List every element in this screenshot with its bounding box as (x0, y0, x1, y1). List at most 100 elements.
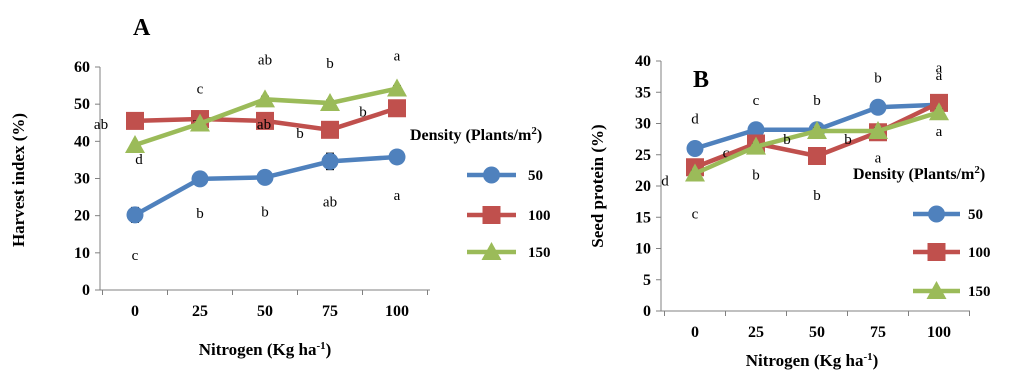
series-100: d c b a a (661, 93, 948, 204)
data-point (321, 120, 339, 139)
legend-swatch-marker (481, 242, 502, 260)
significance-letter: b (752, 168, 760, 184)
x-tick-label: 75 (322, 303, 338, 320)
y-axis-title: Harvest index (%) (9, 113, 28, 247)
legend-title: Density (Plants/m2) (853, 164, 985, 183)
x-tick-label: 25 (748, 324, 764, 341)
y-tick-label: 25 (635, 147, 651, 164)
data-point (808, 147, 826, 165)
x-tick-label: 100 (927, 324, 951, 341)
significance-letter: d (135, 152, 143, 168)
significance-letter: a (936, 124, 943, 140)
significance-letter: b (813, 188, 821, 204)
data-point (869, 98, 887, 116)
x-axis-title: Nitrogen (Kg ha-1) (746, 351, 879, 370)
data-point (125, 135, 145, 154)
data-point (747, 121, 765, 139)
legend-label: 100 (528, 208, 551, 224)
significance-letter: d (661, 173, 669, 189)
significance-letter: a (394, 49, 401, 65)
data-point (320, 93, 340, 112)
legend-label: 50 (968, 207, 983, 223)
x-tick-label: 50 (809, 324, 825, 341)
significance-letter: c (132, 248, 139, 264)
panel-letter: A (133, 15, 151, 41)
data-point (746, 136, 766, 155)
data-point (256, 168, 274, 186)
legend-label: 150 (968, 284, 991, 300)
data-point (388, 99, 406, 118)
y-tick-label: 35 (635, 84, 651, 101)
data-point (929, 102, 949, 121)
significance-letter: c (197, 81, 204, 97)
x-tick-label: 0 (691, 324, 699, 341)
x-tick-label: 0 (131, 303, 139, 320)
series-100: abababbb (94, 99, 406, 142)
significance-letter: c (723, 146, 730, 162)
data-point (685, 163, 705, 182)
series-150: d c ab b a (125, 49, 407, 168)
significance-letter: b (813, 93, 821, 109)
significance-letter: ab (258, 52, 272, 68)
y-tick-label: 20 (74, 208, 90, 225)
data-point (388, 148, 406, 166)
x-tick-label: 100 (385, 303, 409, 320)
data-point (126, 111, 144, 130)
y-tick-label: 30 (74, 171, 90, 188)
y-tick-label: 40 (74, 133, 90, 150)
significance-letter: b (196, 206, 204, 222)
data-point (191, 170, 209, 188)
y-tick-label: 50 (74, 96, 90, 113)
data-point (686, 140, 704, 157)
significance-letter: ab (323, 194, 337, 210)
y-axis-title: Seed protein (%) (588, 124, 607, 247)
significance-letter: ab (94, 117, 108, 133)
chart-panel-a: A 0 10 20 30 40 50 60 0 25 50 75 100 Nitrogen (Kg ha-… (9, 15, 551, 359)
significance-letter: a (875, 150, 882, 166)
legend: Density (Plants/m2) 50 100 150 (410, 125, 551, 261)
y-tick-label: 5 (643, 272, 651, 289)
significance-letter: a (394, 188, 401, 204)
y-tick-label: 20 (635, 178, 651, 195)
y-tick-label: 15 (635, 209, 651, 226)
significance-letter: c (692, 207, 699, 223)
legend-swatch-marker (928, 205, 945, 223)
legend-swatch-marker (482, 206, 501, 224)
legend: Density (Plants/m2) 50 100 150 (853, 164, 991, 300)
data-point (807, 121, 827, 139)
x-axis-title: Nitrogen (Kg ha-1) (199, 340, 332, 359)
panel-letter: B (693, 67, 709, 93)
chart-panel-b: B 0 5 10 15 20 25 30 35 40 0 25 50 75 100 Nitrogen (Kg … (588, 53, 991, 370)
data-point (256, 111, 274, 130)
significance-letter: b (359, 104, 367, 120)
legend-swatch-marker (483, 166, 500, 184)
legend-swatch-marker (926, 281, 947, 299)
significance-letter: a (936, 60, 943, 76)
significance-letter: b (783, 132, 791, 148)
significance-letter: c (753, 93, 760, 109)
significance-letter: b (874, 70, 882, 86)
x-tick-label: 25 (192, 303, 208, 320)
significance-letter: b (261, 204, 269, 220)
data-point (126, 206, 144, 224)
y-tick-label: 30 (635, 116, 651, 133)
data-point (321, 152, 339, 170)
data-point (190, 113, 210, 132)
legend-label: 150 (528, 245, 551, 261)
significance-letter: ab (257, 117, 271, 133)
y-tick-label: 10 (635, 241, 651, 258)
series-150: c b b b a (685, 60, 949, 223)
significance-letter: b (844, 132, 852, 148)
y-tick-label: 0 (643, 303, 651, 320)
significance-letter: a (936, 68, 943, 84)
x-tick-label: 75 (870, 324, 886, 341)
legend-label: 100 (968, 245, 991, 261)
significance-letter: b (296, 126, 304, 142)
series-50: d c b b a (686, 68, 948, 157)
series-50: c b b ab a (126, 148, 406, 264)
x-tick-label: 50 (257, 303, 273, 320)
data-point (868, 121, 888, 139)
legend-title: Density (Plants/m2) (410, 125, 542, 144)
legend-label: 50 (528, 168, 543, 184)
